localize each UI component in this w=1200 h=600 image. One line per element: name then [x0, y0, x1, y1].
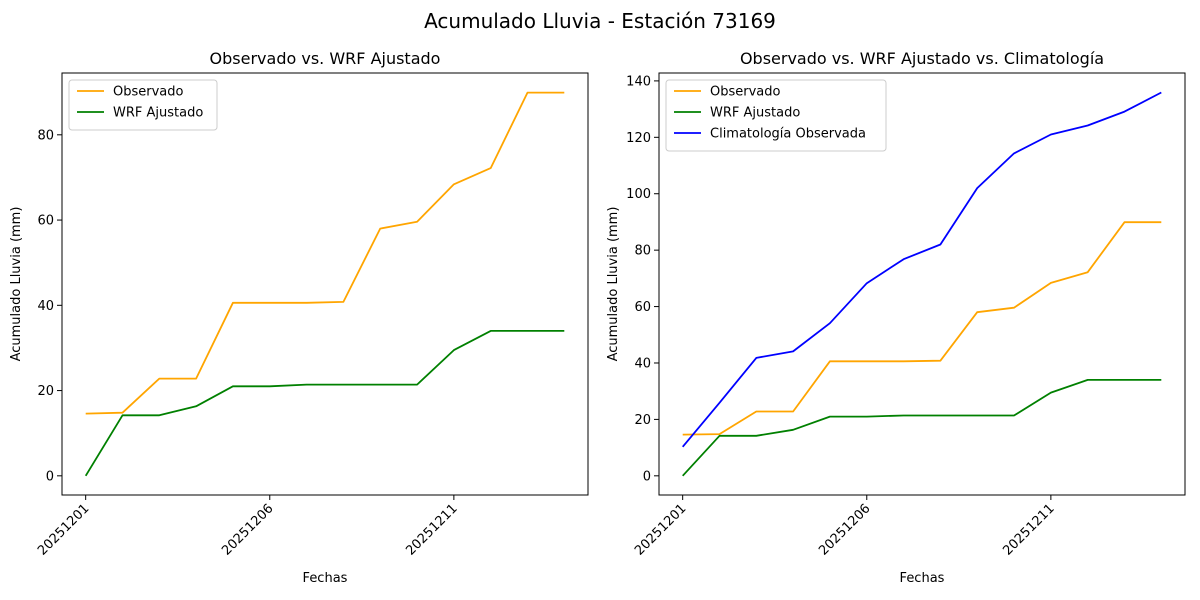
y-tick-label: 140: [626, 74, 651, 89]
legend-label: Observado: [113, 85, 184, 100]
series-line: [682, 91, 1162, 448]
y-tick-label: 40: [634, 356, 651, 371]
x-tick-label: 20251206: [816, 501, 873, 558]
y-tick-label: 40: [37, 299, 54, 314]
y-tick-label: 80: [37, 128, 54, 143]
y-tick-label: 0: [643, 469, 651, 484]
y-tick-label: 60: [634, 300, 651, 315]
x-tick-label: 20251206: [219, 501, 276, 558]
legend-label: WRF Ajustado: [113, 106, 203, 121]
x-tick-label: 20251211: [403, 501, 460, 558]
y-axis-label: Acumulado Lluvia (mm): [606, 207, 621, 362]
legend-label: Observado: [710, 85, 781, 100]
legend-label: WRF Ajustado: [710, 106, 800, 121]
legend-box: [665, 79, 887, 152]
y-tick-label: 20: [634, 413, 651, 428]
y-tick-label: 60: [37, 214, 54, 229]
legend: Observado WRF Ajustado: [68, 79, 218, 131]
y-tick-label: 20: [37, 384, 54, 399]
right-chart: Observado vs. WRF Ajustado vs. Climatolo…: [606, 49, 1186, 586]
plot-frame: [61, 72, 589, 496]
y-axis-label: Acumulado Lluvia (mm): [9, 207, 24, 362]
series-line: [682, 221, 1162, 436]
y-tick-label: 80: [634, 244, 651, 259]
subplot-title: Observado vs. WRF Ajustado vs. Climatolo…: [740, 49, 1104, 68]
x-tick-label: 20251211: [1000, 501, 1057, 558]
y-tick-label: 0: [46, 469, 54, 484]
y-tick-label: 100: [626, 187, 651, 202]
y-tick-label: 120: [626, 131, 651, 146]
legend-label: Climatología Observada: [710, 127, 866, 142]
series-line: [85, 91, 565, 415]
series-line: [682, 378, 1162, 477]
x-tick-label: 20251201: [632, 501, 689, 558]
series-line: [84, 329, 565, 477]
figure-title: Acumulado Lluvia - Estación 73169: [424, 9, 776, 33]
x-tick-label: 20251201: [35, 501, 92, 558]
subplot-title: Observado vs. WRF Ajustado: [210, 49, 441, 68]
plot-frame: [658, 72, 1186, 496]
x-axis-label: Fechas: [303, 571, 348, 586]
x-axis-label: Fechas: [900, 571, 945, 586]
legend: Observado WRF Ajustado Climatología Observ…: [665, 79, 887, 152]
left-chart: Observado vs. WRF Ajustado 0 20 40 60 80 20251…: [9, 49, 589, 586]
legend-box: [68, 79, 218, 131]
